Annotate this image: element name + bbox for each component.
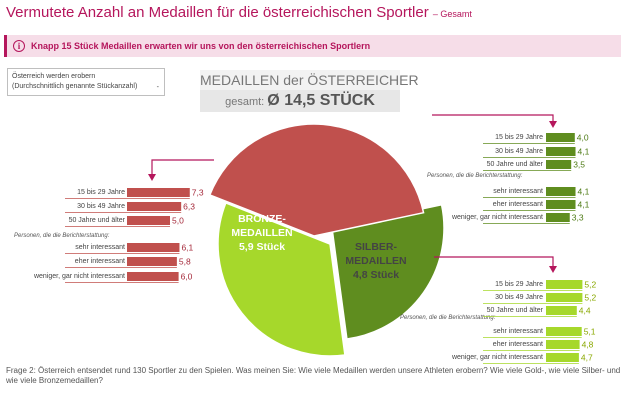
bar-gold: [546, 200, 576, 209]
bar-value-bronze: 5,8: [179, 257, 191, 267]
connector-gold-arrowhead: [549, 121, 557, 128]
bar-category-gold: sehr interessant: [493, 188, 543, 195]
dropdown-arrow-icon: -: [156, 84, 159, 91]
bar-value-gold: 4,0: [577, 133, 589, 143]
info-icon: i: [13, 40, 25, 52]
bar-value-bronze: 7,3: [192, 188, 204, 198]
dropdown-line2: (Durchschnittlich genannte Stückanzahl): [12, 83, 138, 90]
title-main: Vermutete Anzahl an Medaillen für die ös…: [6, 4, 429, 21]
bar-gold: [546, 147, 576, 156]
bar-category-bronze: sehr interessant: [75, 244, 125, 251]
bar-value-gold: 4,1: [578, 187, 590, 197]
bar-bronze: [127, 257, 177, 266]
pie-label-bronze: 5,9 Stück: [239, 241, 285, 253]
bar-value-bronze: 6,3: [183, 202, 195, 212]
bar-value-silber: 5,2: [584, 280, 596, 290]
bar-bronze: [127, 188, 190, 197]
bar-category-gold: 50 Jahre und älter: [487, 161, 544, 168]
bar-silber: [546, 340, 580, 349]
pie-label-silber: MEDAILLEN: [345, 255, 406, 267]
bar-category-silber: 30 bis 49 Jahre: [495, 294, 543, 301]
pie-label-bronze: MEDAILLEN: [231, 227, 292, 239]
bar-note-silber: Personen, die die Berichterstattung:: [400, 315, 496, 321]
bar-note-bronze: Personen, die die Berichterstattung:: [14, 233, 110, 239]
bar-value-bronze: 5,0: [172, 216, 184, 226]
bar-category-silber: eher interessant: [493, 341, 543, 348]
bar-value-gold: 4,1: [578, 147, 590, 157]
bar-category-gold: 15 bis 29 Jahre: [495, 134, 543, 141]
pie-slice-bronze: [208, 123, 425, 237]
bar-gold: [546, 160, 572, 169]
bar-category-bronze: 30 bis 49 Jahre: [77, 203, 125, 210]
info-banner: i Knapp 15 Stück Medaillen erwarten wir …: [4, 35, 621, 57]
bar-value-silber: 5,1: [584, 327, 596, 337]
connector-bronze-arrowhead: [148, 174, 156, 181]
bar-silber: [546, 293, 583, 302]
connector-bronze: [151, 159, 214, 177]
banner-text: Knapp 15 Stück Medaillen erwarten wir un…: [31, 41, 371, 51]
bar-category-bronze: 50 Jahre und älter: [69, 217, 126, 224]
pie-slice-gold: [331, 203, 445, 340]
pie-label-silber: SILBER-: [355, 241, 398, 253]
bar-category-silber: sehr interessant: [493, 328, 543, 335]
bar-silber: [546, 327, 582, 336]
bar-gold: [546, 187, 576, 196]
pie-label-bronze: BRONZE-: [238, 213, 286, 225]
page-title: Vermutete Anzahl an Medaillen für die ös…: [6, 4, 472, 21]
medal-total: gesamt: Ø 14,5 STÜCK: [200, 90, 400, 112]
bar-bronze: [127, 243, 180, 252]
bar-value-silber: 4,7: [581, 353, 593, 363]
bar-value-gold: 3,5: [573, 160, 585, 170]
medal-total-value: Ø 14,5 STÜCK: [267, 92, 375, 109]
connector-gold: [432, 114, 554, 124]
connector-silber-arrowhead: [549, 266, 557, 273]
bar-category-bronze: eher interessant: [75, 258, 125, 265]
bar-value-gold: 3,3: [572, 213, 584, 223]
bar-silber: [546, 353, 579, 362]
footer-question: Frage 2: Österreich entsendet rund 130 S…: [6, 366, 621, 385]
bar-category-gold: weniger, gar nicht interessant: [451, 214, 543, 221]
bar-value-silber: 4,8: [582, 340, 594, 350]
bar-value-bronze: 6,0: [181, 272, 193, 282]
bar-gold: [546, 213, 570, 222]
bar-category-silber: 15 bis 29 Jahre: [495, 281, 543, 288]
bar-note-gold: Personen, die die Berichterstattung:: [427, 173, 523, 179]
bar-silber: [546, 280, 583, 289]
bar-category-silber: weniger, gar nicht interessant: [451, 354, 543, 361]
pie-slice-silber: [217, 201, 346, 357]
bar-bronze: [127, 216, 170, 225]
connector-silber: [434, 256, 554, 269]
bar-category-gold: eher interessant: [493, 201, 543, 208]
bar-value-gold: 4,1: [578, 200, 590, 210]
measure-dropdown[interactable]: Österreich werden erobern (Durchschnittl…: [7, 68, 165, 96]
bar-bronze: [127, 272, 179, 281]
medal-total-prefix: gesamt:: [225, 96, 268, 108]
bar-silber: [546, 306, 577, 315]
bar-category-bronze: 15 bis 29 Jahre: [77, 189, 125, 196]
bar-bronze: [127, 202, 182, 211]
bar-category-bronze: weniger, gar nicht interessant: [33, 273, 125, 280]
medal-header: MEDAILLEN der ÖSTERREICHER: [200, 70, 419, 90]
dropdown-line1: Österreich werden erobern: [12, 73, 96, 80]
pie-label-silber: 4,8 Stück: [353, 269, 399, 281]
bar-value-bronze: 6,1: [181, 243, 193, 253]
title-suffix: – Gesamt: [432, 9, 472, 19]
bar-gold: [546, 133, 575, 142]
bar-category-silber: 50 Jahre und älter: [487, 307, 544, 314]
bar-category-gold: 30 bis 49 Jahre: [495, 148, 543, 155]
bar-value-silber: 4,4: [579, 306, 591, 316]
bar-value-silber: 5,2: [584, 293, 596, 303]
